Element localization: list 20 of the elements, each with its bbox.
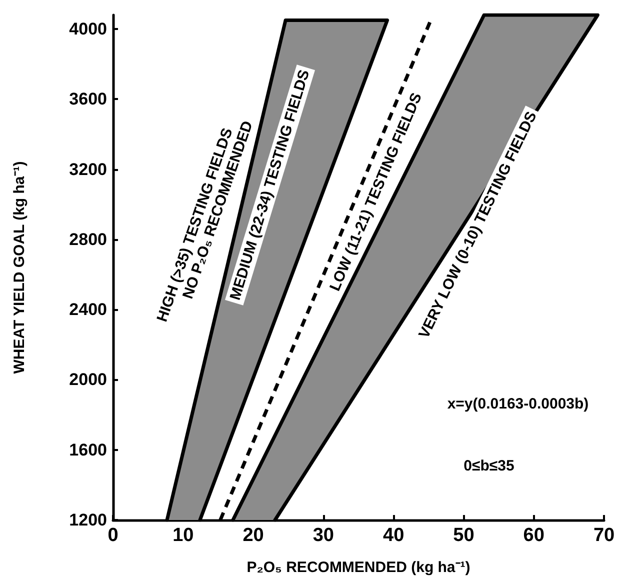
y-tick-label: 4000 (69, 20, 107, 39)
x-tick-label: 40 (383, 525, 404, 546)
y-tick-label: 1200 (69, 510, 107, 530)
y-tick-label: 3200 (69, 160, 107, 179)
y-tick-label: 3600 (69, 90, 107, 109)
x-tick-label: 50 (453, 525, 474, 546)
y-tick-label: 2000 (69, 370, 107, 390)
annotation: 0≤b≤35 (464, 458, 514, 474)
y-axis-title: WHEAT YIELD GOAL (kg ha⁻¹) (11, 161, 28, 374)
x-tick-label: 70 (593, 525, 615, 546)
y-tick-label: 2800 (69, 230, 107, 249)
x-tick-label: 10 (172, 525, 194, 546)
x-tick-label: 30 (312, 525, 334, 546)
y-tick-label: 1600 (69, 440, 107, 460)
x-tick-label: 20 (242, 525, 264, 546)
x-tick-label: 0 (108, 525, 118, 546)
annotation: x=y(0.0163-0.0003b) (447, 396, 589, 412)
x-axis-title: P₂O₅ RECOMMENDED (kg ha⁻¹) (246, 559, 470, 576)
y-tick-label: 2400 (69, 300, 107, 320)
x-tick-label: 60 (523, 525, 544, 546)
